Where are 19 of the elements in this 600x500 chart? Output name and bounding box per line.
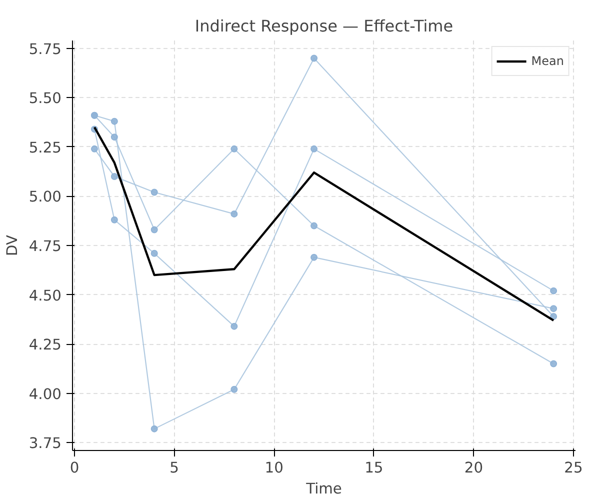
legend-label: Mean (531, 54, 564, 68)
x-tick-label: 5 (170, 460, 179, 476)
y-tick-label: 5.00 (28, 188, 62, 206)
y-tick-label: 5.50 (28, 90, 62, 108)
chart-title: Indirect Response — Effect-Time (194, 16, 454, 36)
x-tick-label: 25 (564, 460, 583, 476)
x-tick-label: 15 (364, 460, 384, 476)
y-tick-label: 4.00 (28, 386, 62, 403)
x-tick-label: 0 (70, 460, 80, 476)
y-tick-label: 4.25 (28, 336, 62, 354)
y-tick-label: 5.25 (28, 139, 62, 156)
x-tick-label: 10 (264, 460, 284, 476)
y-tick-label: 4.75 (28, 238, 62, 255)
y-axis-title: DV (4, 234, 21, 256)
y-tick-label: 4.50 (28, 287, 62, 304)
x-tick-label: 20 (464, 460, 484, 476)
y-tick-label: 5.75 (28, 40, 62, 58)
y-tick-label: 3.75 (28, 435, 62, 452)
x-axis-title: Time (305, 480, 342, 498)
